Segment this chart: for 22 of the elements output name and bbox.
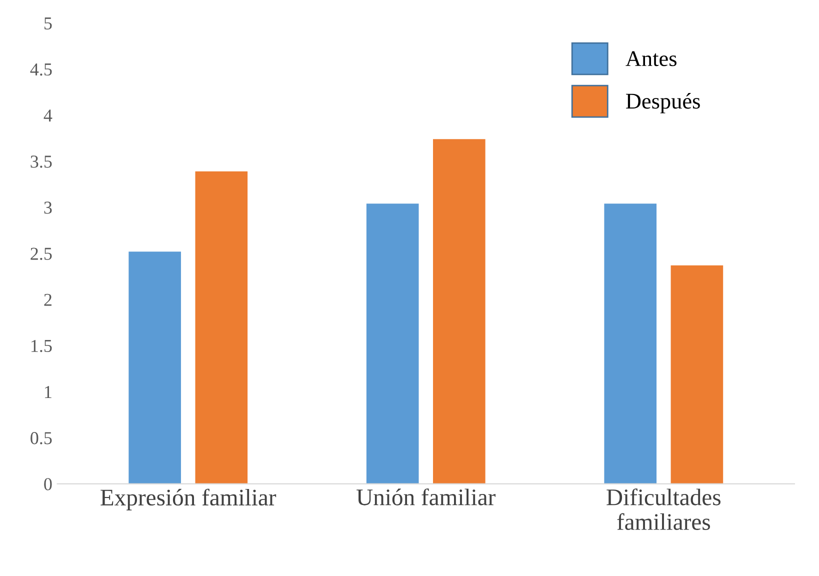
legend-label: Antes [626, 51, 676, 66]
bar [366, 204, 419, 484]
bar [195, 171, 248, 484]
legend-label: Después [626, 93, 700, 114]
y-tick-label: 1.5 [31, 340, 52, 352]
x-tick-label: Expresión familiar [100, 488, 276, 510]
y-tick-label: 4.5 [30, 64, 52, 76]
y-tick-label: 2 [44, 294, 52, 306]
y-tick-label: 0 [44, 478, 52, 490]
y-tick-label: 1 [45, 386, 52, 398]
x-tick-label: Dificultades familiares [606, 488, 720, 530]
bar [128, 252, 181, 484]
y-tick-label: 0.5 [30, 432, 52, 444]
y-tick-label: 2.5 [30, 248, 52, 260]
x-tick-label: Unión familiar [356, 488, 496, 506]
y-tick-label: 5 [44, 17, 52, 30]
bar [604, 204, 657, 484]
bar [433, 139, 486, 484]
y-tick-label: 3.5 [30, 156, 52, 168]
y-tick-label: 3 [44, 202, 52, 214]
y-tick-label: 4 [44, 110, 52, 122]
bar [670, 265, 724, 484]
